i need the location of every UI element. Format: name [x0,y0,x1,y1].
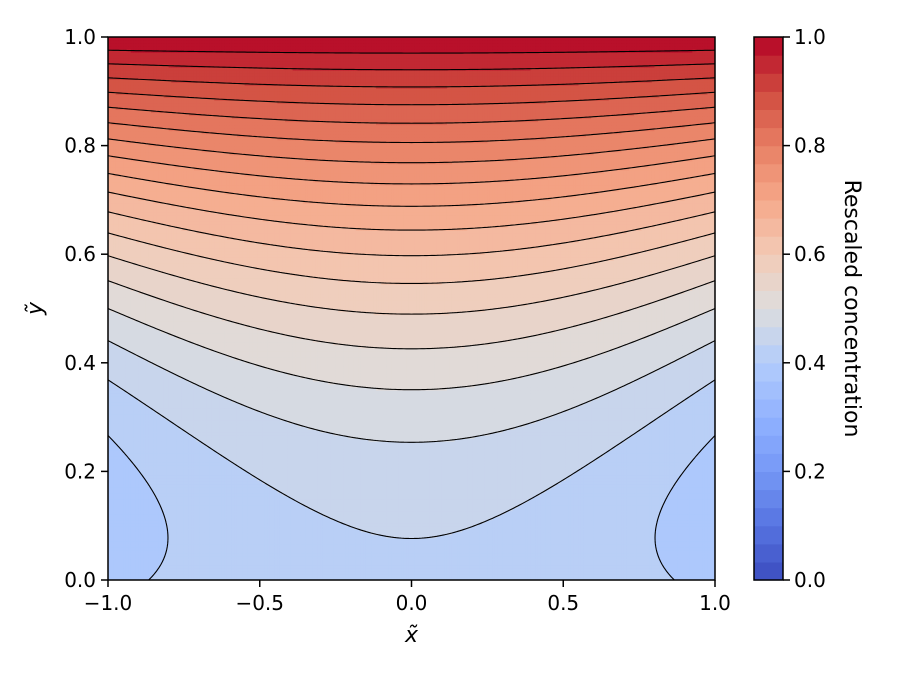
colorbar-segment [754,562,783,581]
colorbar-segment [754,164,783,183]
colorbar [754,37,783,581]
y-axis: 0.0 0.2 0.4 0.6 0.8 1.0 [64,25,108,592]
plot-area [108,37,716,581]
colorbar-segment [754,236,783,255]
y-tick-label: 0.0 [64,568,96,592]
colorbar-segment [754,417,783,436]
colorbar-segment [754,272,783,291]
colorbar-segment [754,37,783,56]
colorbar-segment [754,182,783,201]
x-tick-label: −0.5 [235,591,284,615]
colorbar-segment [754,453,783,472]
colorbar-tick-label: 0.2 [794,459,826,483]
colorbar-segment [754,55,783,74]
y-tick-label: 0.6 [64,242,96,266]
colorbar-segment [754,91,783,110]
x-tick-label: 0.0 [396,591,428,615]
colorbar-tick-label: 0.8 [794,134,826,158]
colorbar-tick-label: 0.6 [794,242,826,266]
y-tick-label: 0.8 [64,134,96,158]
contour-fills [108,37,716,581]
colorbar-segment [754,73,783,92]
colorbar-segment [754,526,783,545]
colorbar-axis: 0.0 0.2 0.4 0.6 0.8 1.0 [783,25,826,592]
y-axis-label: ỹ [23,301,48,316]
colorbar-segment [754,345,783,364]
colorbar-segment [754,381,783,400]
y-tick-label: 1.0 [64,25,96,49]
colorbar-segment [754,200,783,219]
x-tick-label: 1.0 [699,591,731,615]
colorbar-segment [754,508,783,527]
colorbar-segment [754,490,783,509]
colorbar-tick-label: 0.0 [794,568,826,592]
colorbar-segment [754,399,783,418]
colorbar-segment [754,109,783,128]
colorbar-segment [754,146,783,165]
colorbar-segment [754,363,783,382]
colorbar-segment [754,309,783,328]
colorbar-segment [754,218,783,237]
x-axis-label: x̃ [404,623,419,648]
colorbar-tick-label: 1.0 [794,25,826,49]
colorbar-segment [754,327,783,346]
colorbar-segment [754,128,783,147]
y-tick-label: 0.2 [64,459,96,483]
colorbar-segment [754,544,783,563]
colorbar-segment [754,290,783,309]
colorbar-segment [754,254,783,273]
y-tick-label: 0.4 [64,351,96,375]
colorbar-label: Rescaled concentration [839,180,864,438]
colorbar-tick-label: 0.4 [794,351,826,375]
colorbar-segment [754,471,783,490]
x-tick-label: −1.0 [84,591,133,615]
x-tick-label: 0.5 [547,591,579,615]
colorbar-segment [754,435,783,454]
x-axis: −1.0 −0.5 0.0 0.5 1.0 [84,580,731,615]
